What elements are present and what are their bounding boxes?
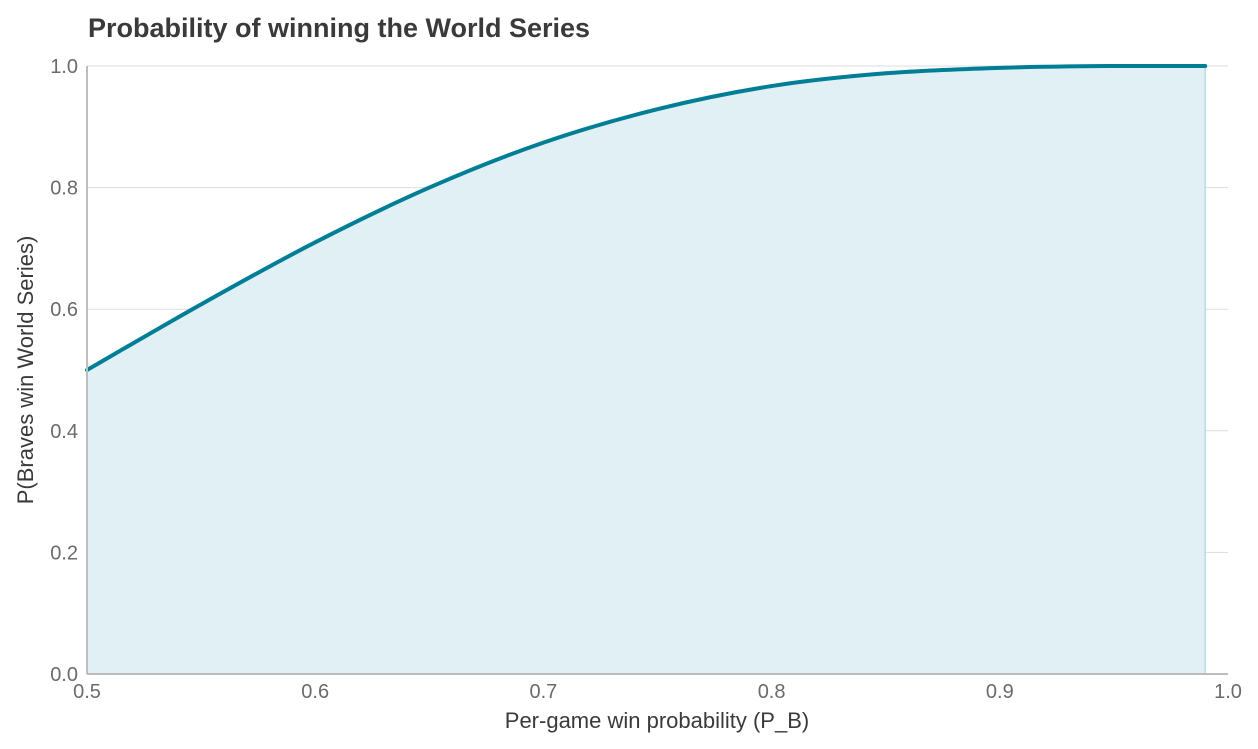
series-area	[87, 66, 1206, 674]
x-axis-label: Per-game win probability (P_B)	[505, 708, 809, 733]
y-axis-ticks: 0.0 0.2 0.4 0.6 0.8 1.0	[50, 56, 78, 686]
y-tick-label: 0.4	[50, 421, 78, 443]
y-tick-label: 0.6	[50, 299, 78, 321]
x-tick-label: 0.7	[529, 681, 557, 703]
x-tick-label: 0.9	[986, 681, 1014, 703]
chart-title: Probability of winning the World Series	[88, 13, 590, 43]
y-axis-label: P(Braves win World Series)	[13, 236, 38, 505]
series-line	[85, 63, 1208, 372]
y-tick-label: 0.2	[50, 542, 78, 564]
y-tick-label: 0.0	[50, 664, 78, 686]
x-tick-label: 0.8	[758, 681, 786, 703]
y-tick-label: 0.8	[50, 178, 78, 200]
x-axis-ticks: 0.5 0.6 0.7 0.8 0.9 1.0	[73, 681, 1242, 703]
y-tick-label: 1.0	[50, 56, 78, 78]
x-tick-label: 1.0	[1214, 681, 1242, 703]
x-tick-label: 0.6	[301, 681, 329, 703]
x-tick-label: 0.5	[73, 681, 101, 703]
